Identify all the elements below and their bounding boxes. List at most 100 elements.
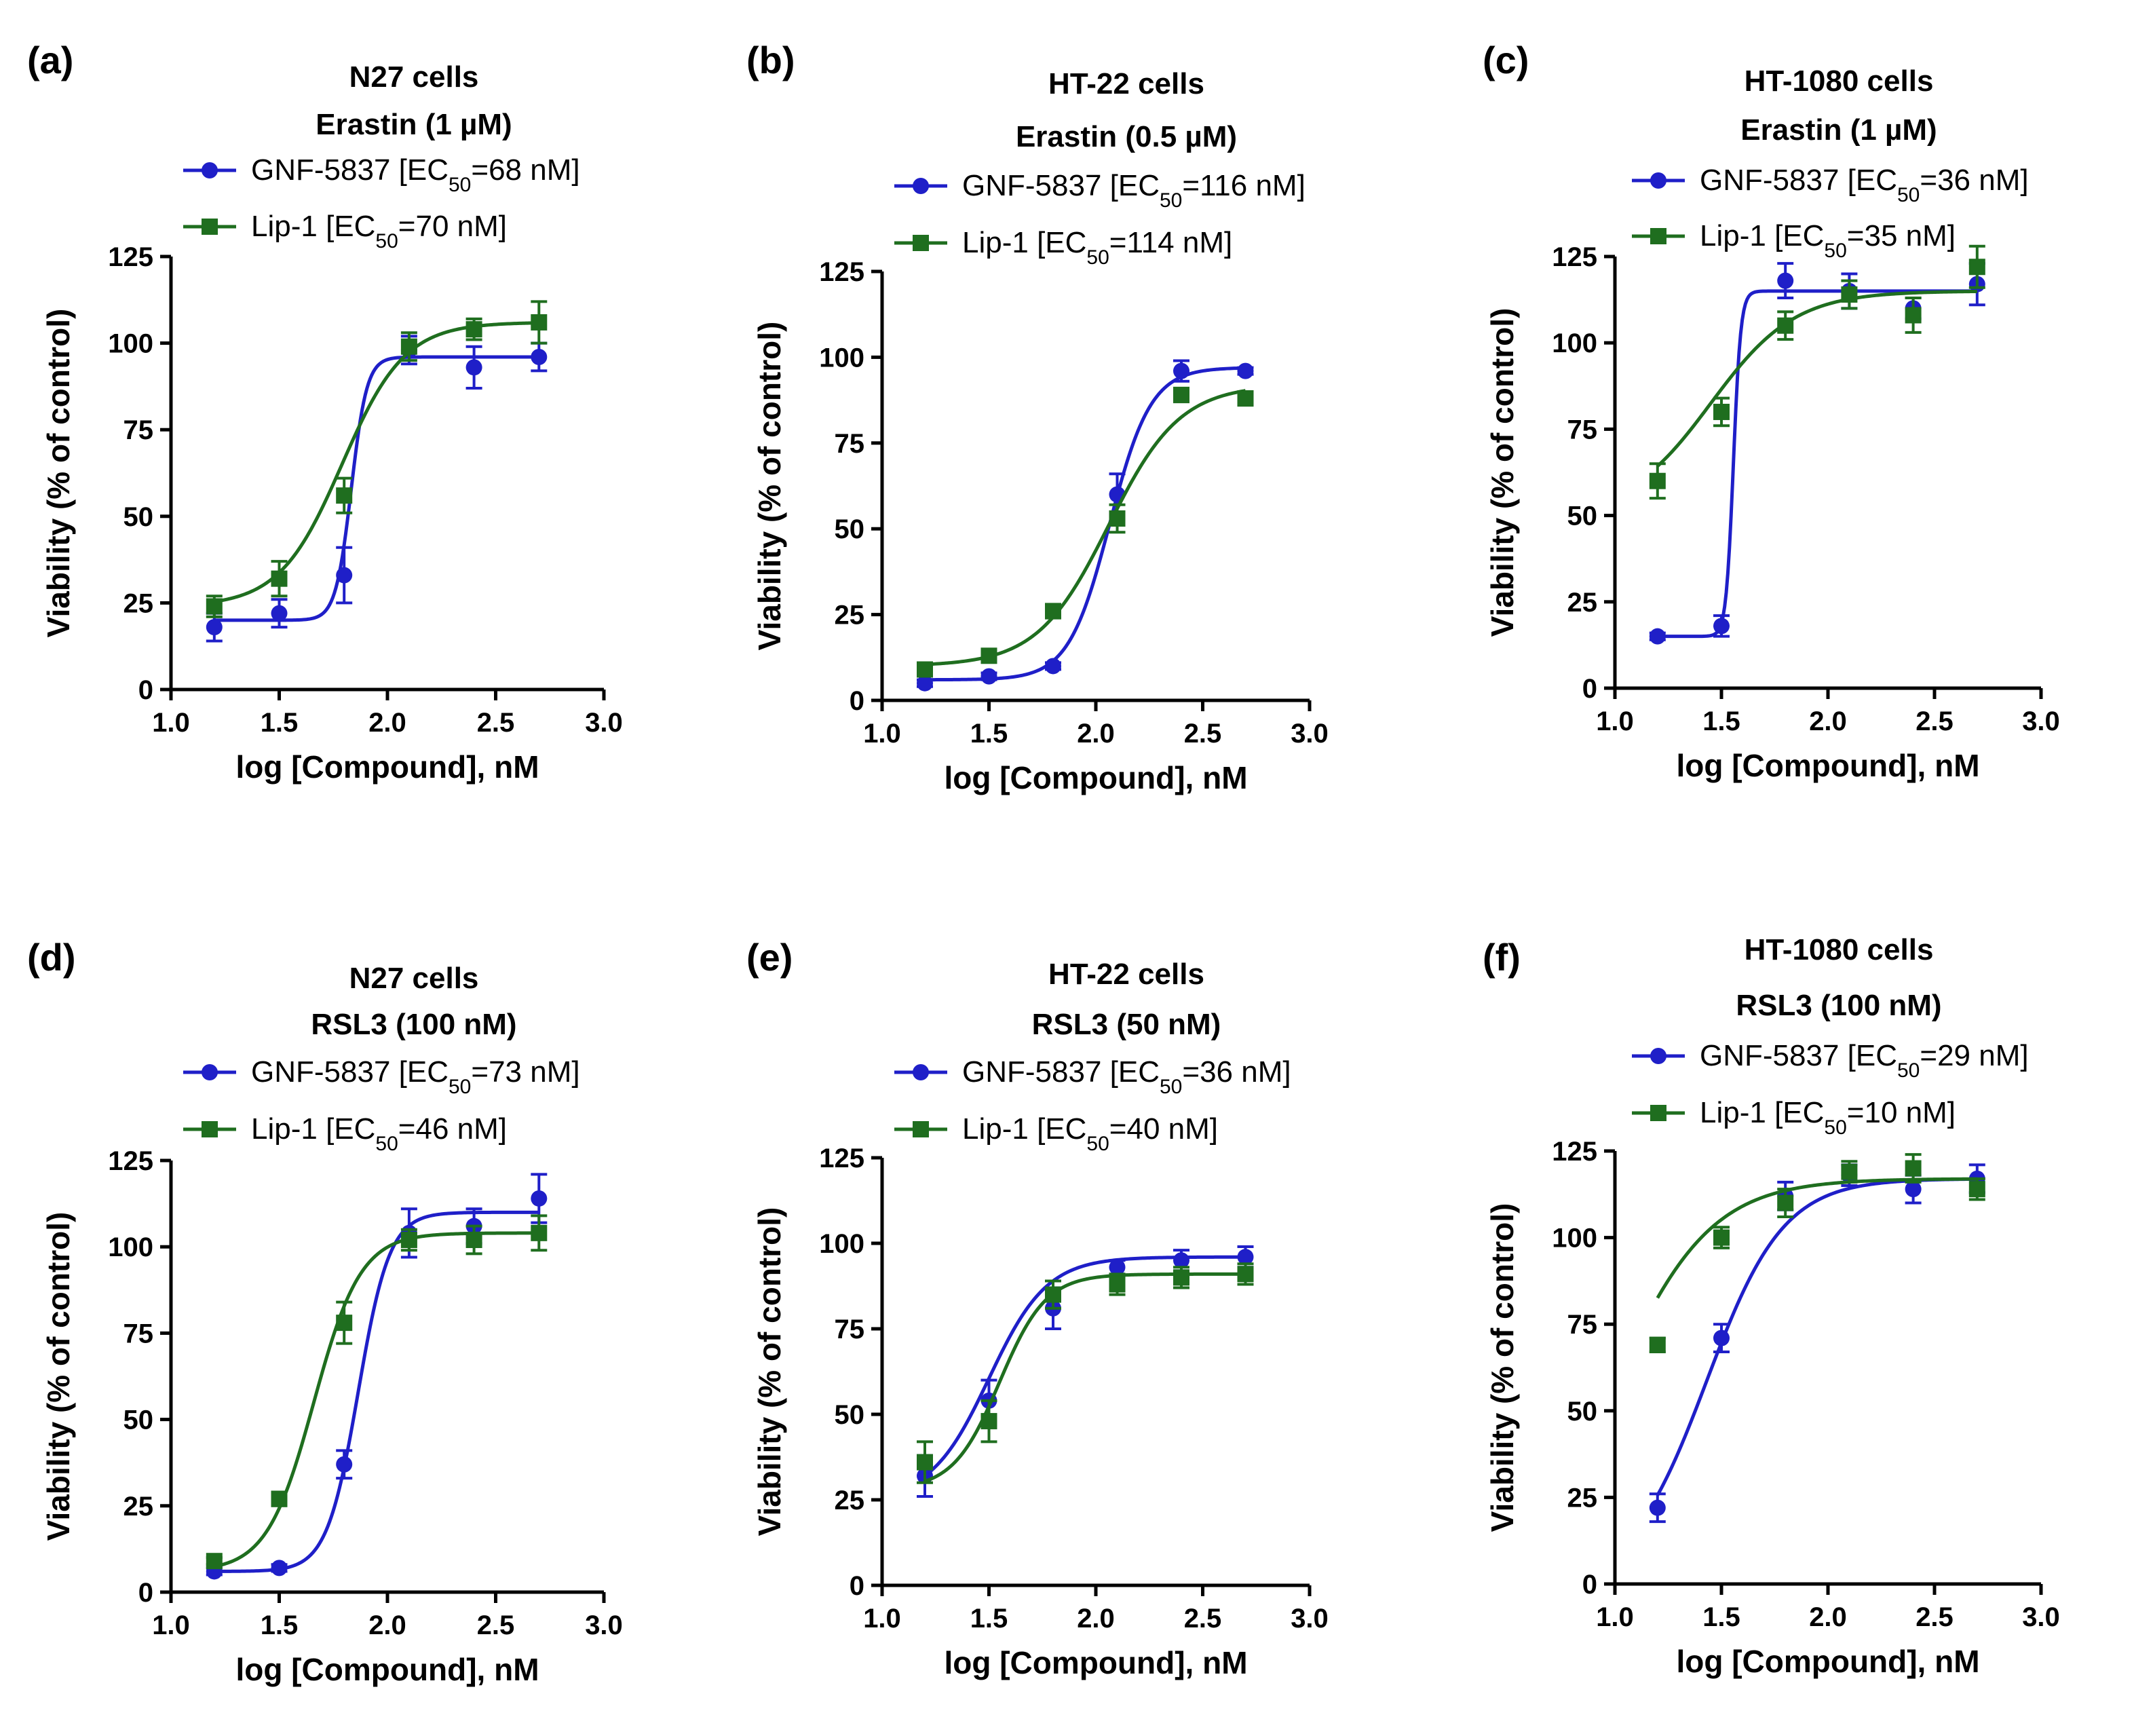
x-tick-label: 1.0 (863, 719, 901, 749)
y-tick-label: 100 (1552, 1224, 1597, 1253)
y-tick-label: 50 (835, 1400, 865, 1430)
y-tick-label: 0 (1582, 1570, 1597, 1600)
panel-letter: (d) (27, 936, 76, 979)
chart-title: HT-22 cells (1048, 67, 1204, 100)
data-point-square (1905, 307, 1922, 324)
x-tick-label: 1.5 (1702, 1602, 1740, 1632)
x-tick-label: 2.0 (1077, 719, 1115, 749)
fit-curve (214, 1210, 539, 1573)
data-point-square (1649, 1336, 1666, 1353)
x-tick-label: 1.5 (970, 1604, 1008, 1634)
data-point-circle (336, 567, 353, 584)
data-point-circle (1045, 658, 1061, 675)
x-tick-label: 2.5 (477, 1610, 515, 1640)
legend-entry: GNF-5837 [EC50=29 nM] (1632, 1039, 2029, 1082)
legend-label: GNF-5837 [EC50=68 nM] (251, 153, 580, 196)
data-point-circle (1649, 1499, 1666, 1516)
x-tick-label: 3.0 (585, 708, 623, 738)
x-tick-label: 2.0 (1809, 706, 1847, 736)
data-point-circle (1649, 628, 1666, 645)
data-point-circle (336, 1456, 353, 1473)
data-point-square (917, 661, 933, 678)
x-axis-label: log [Compound], nM (944, 1645, 1247, 1680)
x-tick-label: 3.0 (585, 1610, 623, 1640)
data-point-circle (1237, 362, 1254, 379)
y-tick-label: 100 (819, 343, 864, 373)
x-tick-label: 2.5 (1184, 719, 1222, 749)
data-point-square (336, 1315, 353, 1332)
legend-label: GNF-5837 [EC50=36 nM] (962, 1055, 1291, 1098)
x-tick-label: 2.5 (1184, 1604, 1222, 1634)
x-tick-label: 2.5 (1916, 1602, 1954, 1632)
legend-marker-circle (1650, 1048, 1666, 1064)
data-point-square (1713, 403, 1730, 420)
y-axis-label: Viability (% of control) (41, 309, 76, 638)
data-point-square (206, 1553, 223, 1570)
data-point-square (1237, 390, 1254, 407)
data-point-square (400, 1232, 417, 1249)
legend-label: Lip-1 [EC50=35 nM] (1700, 219, 1956, 262)
series-gnf (1649, 1163, 1985, 1524)
data-point-square (1237, 1266, 1254, 1283)
chart-panel: (f) HT-1080 cells RSL3 (100 nM) GNF-5837 [E… (1483, 933, 2060, 1679)
data-point-circle (1713, 1329, 1730, 1346)
legend-entry: Lip-1 [EC50=114 nM] (894, 226, 1232, 269)
panel-letter: (c) (1483, 39, 1529, 81)
legend-entry: GNF-5837 [EC50=68 nM] (183, 153, 580, 196)
data-point-circle (271, 1560, 288, 1577)
data-point-circle (1237, 1249, 1254, 1266)
x-tick-label: 2.0 (1077, 1604, 1115, 1634)
x-tick-label: 2.0 (1809, 1602, 1847, 1632)
y-tick-label: 0 (138, 675, 153, 705)
data-point-square (1109, 1276, 1126, 1293)
x-axis-label: log [Compound], nM (1676, 1644, 1979, 1679)
data-point-circle (1173, 362, 1189, 379)
legend-entry: Lip-1 [EC50=10 nM] (1632, 1096, 1956, 1139)
legend-entry: GNF-5837 [EC50=73 nM] (183, 1055, 580, 1098)
y-tick-label: 100 (1552, 328, 1597, 358)
legend-label: Lip-1 [EC50=114 nM] (962, 226, 1232, 269)
fit-curve (924, 389, 1246, 666)
data-point-circle (1109, 1259, 1126, 1276)
chart-title: RSL3 (100 nM) (1736, 989, 1941, 1022)
legend-entry: GNF-5837 [EC50=116 nM] (894, 169, 1306, 212)
series-lip (917, 1262, 1254, 1484)
y-axis-label: Viability (% of control) (752, 1207, 787, 1536)
data-point-square (400, 338, 417, 355)
y-axis-label: Viability (% of control) (1485, 308, 1520, 637)
legend-entry: Lip-1 [EC50=40 nM] (894, 1112, 1218, 1155)
chart-panel: (d) N27 cells RSL3 (100 nM) GNF-5837 [EC50=… (27, 936, 623, 1687)
data-point-square (1905, 1160, 1922, 1177)
legend-label: Lip-1 [EC50=46 nM] (251, 1112, 507, 1155)
legend-marker-square (913, 235, 929, 251)
series-gnf (917, 1245, 1254, 1498)
data-point-circle (917, 675, 933, 692)
data-point-square (271, 570, 288, 587)
x-axis-label: log [Compound], nM (944, 760, 1247, 795)
fit-curve (1656, 1177, 1977, 1299)
y-tick-label: 75 (835, 429, 865, 459)
x-tick-label: 2.0 (368, 708, 406, 738)
fit-curve (924, 366, 1246, 682)
y-tick-label: 75 (123, 415, 154, 445)
panel-letter: (b) (746, 39, 795, 81)
fit-curve (214, 1231, 539, 1568)
legend-entry: GNF-5837 [EC50=36 nM] (1632, 164, 2029, 206)
chart-title: HT-1080 cells (1745, 933, 1934, 966)
chart-panel: (c) HT-1080 cells Erastin (1 µM) GNF-5837 [… (1483, 39, 2060, 783)
chart-title: N27 cells (349, 962, 479, 995)
series-lip (206, 300, 548, 618)
series-gnf (206, 1173, 548, 1580)
data-point-square (465, 1232, 482, 1249)
y-tick-label: 0 (850, 1571, 864, 1601)
y-tick-label: 125 (1552, 242, 1597, 272)
x-axis-label: log [Compound], nM (235, 749, 539, 785)
data-point-square (1649, 472, 1666, 489)
data-point-square (1045, 603, 1061, 620)
data-point-circle (980, 668, 997, 685)
data-point-square (271, 1490, 288, 1507)
series-gnf (917, 359, 1254, 692)
x-tick-label: 1.0 (1596, 1602, 1634, 1632)
data-point-circle (531, 1190, 548, 1207)
data-point-circle (1713, 618, 1730, 635)
